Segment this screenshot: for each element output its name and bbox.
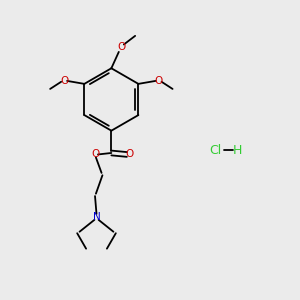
Text: O: O <box>118 42 126 52</box>
Text: H: H <box>233 143 242 157</box>
Text: N: N <box>93 212 101 222</box>
Text: Cl: Cl <box>209 143 221 157</box>
Text: O: O <box>60 76 68 86</box>
Text: O: O <box>126 149 134 160</box>
Text: O: O <box>91 149 99 160</box>
Text: O: O <box>154 76 163 86</box>
